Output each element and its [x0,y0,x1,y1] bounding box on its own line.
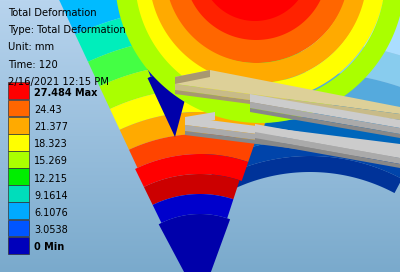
Polygon shape [185,112,215,125]
Text: 12.215: 12.215 [34,174,68,184]
Polygon shape [250,108,400,138]
Polygon shape [132,22,205,54]
Polygon shape [148,72,192,137]
Text: Total Deformation: Total Deformation [8,8,97,18]
Polygon shape [141,47,198,77]
Text: Unit: mm: Unit: mm [8,42,54,52]
Polygon shape [255,124,400,158]
Polygon shape [207,139,400,181]
Text: 15.269: 15.269 [34,156,68,166]
Polygon shape [164,42,400,110]
Polygon shape [175,70,400,114]
Polygon shape [212,156,400,196]
Text: 9.1614: 9.1614 [34,191,68,201]
Polygon shape [129,134,255,168]
Polygon shape [144,174,240,205]
Polygon shape [190,97,400,148]
Text: 0 Min: 0 Min [34,242,64,252]
Text: 18.323: 18.323 [34,139,68,149]
Text: 21.377: 21.377 [34,122,68,132]
Polygon shape [180,0,330,41]
Polygon shape [56,0,327,35]
Text: 6.1076: 6.1076 [34,208,68,218]
Polygon shape [250,94,400,128]
Polygon shape [250,102,400,134]
Polygon shape [197,0,313,22]
Text: 3.0538: 3.0538 [34,225,68,235]
Polygon shape [127,0,211,29]
Polygon shape [110,89,273,130]
Polygon shape [159,214,230,272]
Polygon shape [197,119,400,166]
Polygon shape [161,0,351,63]
Polygon shape [175,70,210,84]
Text: 2/16/2021 12:15 PM: 2/16/2021 12:15 PM [8,77,109,87]
Polygon shape [255,132,400,164]
Polygon shape [185,125,400,158]
Polygon shape [175,90,400,124]
Polygon shape [100,64,285,109]
Polygon shape [75,7,310,62]
Polygon shape [255,138,400,168]
Text: 27.484 Max: 27.484 Max [34,88,97,98]
Text: Type: Total Deformation: Type: Total Deformation [8,25,126,35]
Polygon shape [153,194,233,223]
Polygon shape [135,154,248,187]
Polygon shape [132,0,386,102]
Polygon shape [141,0,400,84]
Polygon shape [88,37,295,86]
Polygon shape [120,112,265,150]
Polygon shape [116,0,400,123]
Polygon shape [185,131,400,162]
Polygon shape [178,72,400,131]
Polygon shape [185,117,400,152]
Text: Time: 120: Time: 120 [8,60,58,70]
Text: 24.43: 24.43 [34,105,62,115]
Polygon shape [147,0,369,83]
Polygon shape [175,84,400,120]
